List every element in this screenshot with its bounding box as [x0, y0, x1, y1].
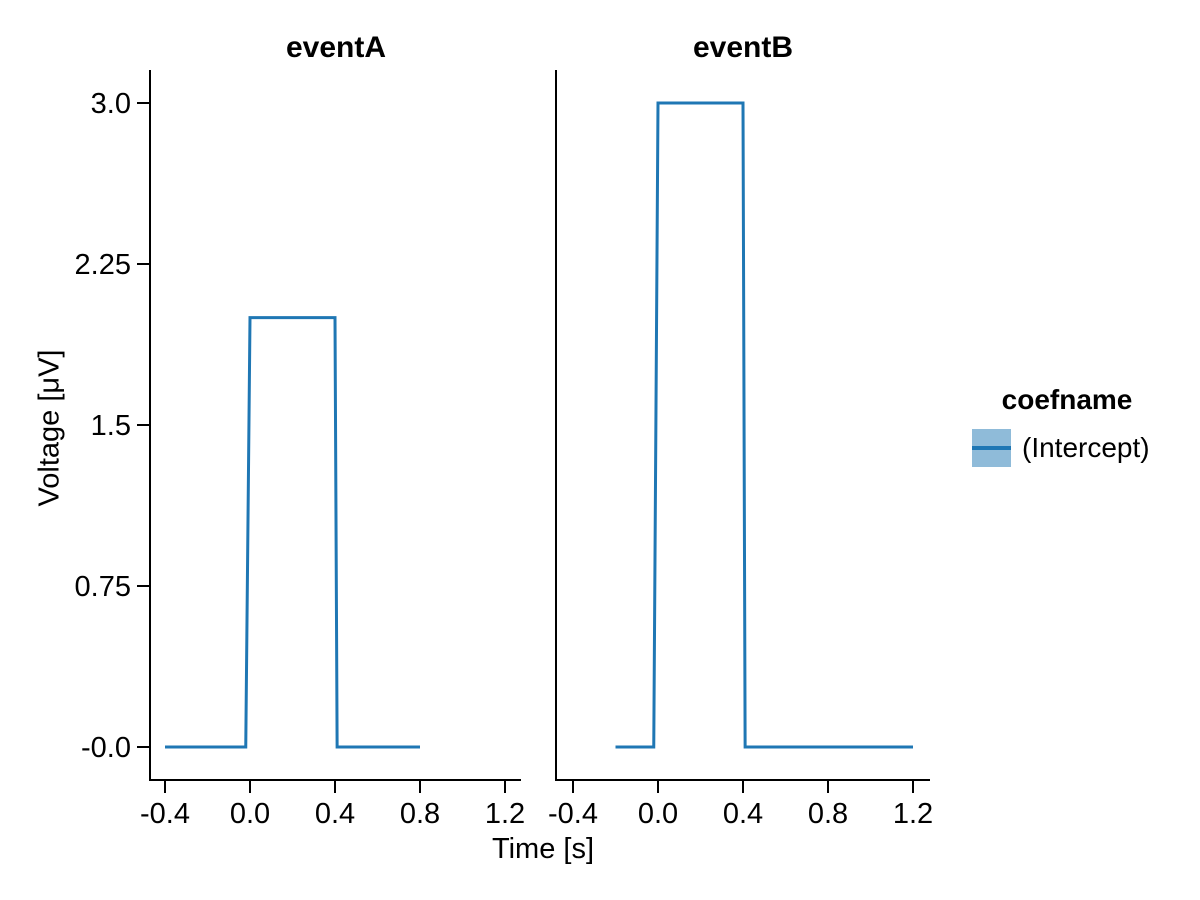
x-tick-label: 0.8	[808, 798, 848, 830]
y-tick-label: 1.5	[91, 410, 131, 442]
y-tick-label: 0.75	[75, 571, 131, 603]
x-axis-label: Time [s]	[491, 833, 595, 865]
y-tick-label: -0.0	[81, 732, 131, 764]
legend-title: coefname	[1001, 384, 1133, 415]
legend-entry: (Intercept)	[972, 429, 1162, 467]
legend-band-swatch	[972, 429, 1011, 467]
x-tick-label: -0.4	[548, 798, 598, 830]
panel-title-eventB: eventB	[692, 31, 794, 64]
x-tick-label: 1.2	[893, 798, 933, 830]
x-tick-label: 0.4	[315, 798, 355, 830]
y-tick-label: 3.0	[91, 88, 131, 120]
x-tick-label: 0.0	[230, 798, 270, 830]
x-tick-label: 0.0	[638, 798, 678, 830]
y-axis-label: Voltage [μV]	[33, 349, 66, 507]
x-tick-label: 0.4	[723, 798, 763, 830]
series-line	[165, 316, 420, 749]
x-tick-label: 0.8	[400, 798, 440, 830]
panel-title-eventA: eventA	[285, 31, 387, 64]
legend: coefname (Intercept)	[972, 384, 1162, 467]
legend-entry-label: (Intercept)	[1022, 432, 1150, 463]
y-tick-label: 2.25	[75, 249, 131, 281]
x-tick-label: -0.4	[140, 798, 190, 830]
legend-line-swatch	[972, 446, 1011, 450]
series-line	[615, 101, 913, 749]
x-tick-label: 1.2	[485, 798, 525, 830]
